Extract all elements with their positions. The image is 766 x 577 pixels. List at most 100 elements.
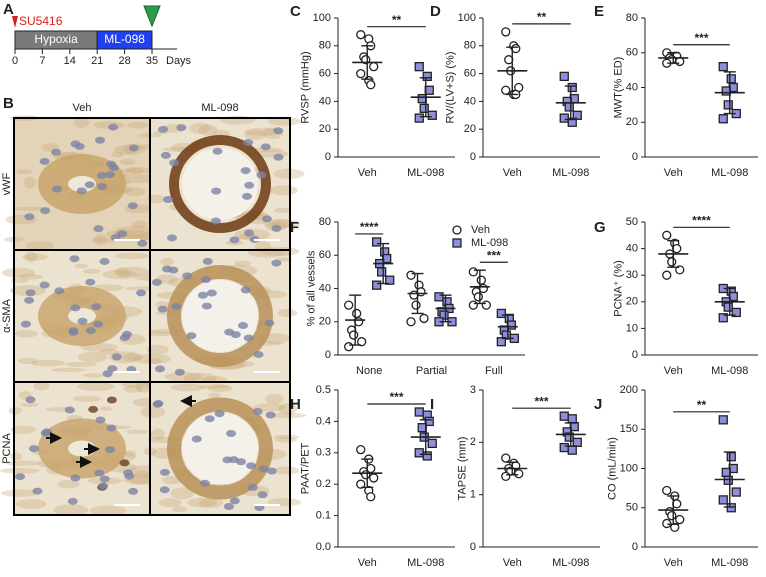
tissue-fiber: [119, 173, 156, 183]
x-tick-label: Veh: [664, 365, 683, 377]
nucleus: [271, 259, 282, 267]
x-tick-label: ML-098: [552, 557, 589, 569]
nucleus: [223, 503, 234, 511]
data-point: [572, 110, 582, 120]
y-tick-label: 200: [620, 384, 638, 396]
data-point: [422, 71, 432, 82]
tissue-fiber: [123, 450, 136, 457]
y-tick-label: 20: [626, 296, 638, 308]
panel-letter: A: [3, 1, 14, 18]
data-point: [675, 514, 685, 525]
nucleus: [229, 236, 240, 244]
significance-label: ***: [389, 390, 403, 404]
nucleus: [84, 181, 95, 189]
nucleus: [258, 465, 269, 473]
tissue-fiber: [119, 158, 136, 166]
data-point: [372, 237, 382, 247]
nucleus: [240, 167, 251, 175]
panel-letter: C: [290, 3, 301, 20]
nucleus: [29, 445, 40, 453]
panel-letter: I: [430, 396, 434, 413]
tissue-fiber: [260, 246, 300, 257]
data-point: [411, 300, 421, 310]
nucleus: [273, 153, 284, 161]
nucleus: [137, 239, 148, 247]
tissue-fiber: [150, 428, 165, 440]
tissue-fiber: [267, 116, 301, 126]
panel-letter: D: [430, 3, 441, 20]
nucleus: [77, 317, 88, 325]
nucleus: [98, 482, 109, 490]
micrograph: [1, 250, 166, 382]
tissue-fiber: [270, 412, 307, 419]
nucleus: [273, 127, 284, 135]
nucleus: [67, 497, 78, 505]
tissue-fiber: [25, 241, 54, 251]
data-point: [356, 30, 366, 40]
nucleus: [119, 459, 130, 467]
nucleus: [157, 305, 168, 313]
day-label: 14: [64, 55, 76, 67]
data-point: [564, 102, 574, 112]
y-axis-label: CO (mL/min): [606, 437, 618, 500]
nucleus: [108, 163, 119, 171]
tissue-fiber: [25, 251, 38, 263]
vessel-wall: [167, 265, 273, 367]
nucleus: [211, 187, 222, 195]
data-point: [662, 230, 672, 240]
nucleus: [128, 144, 139, 152]
significance-label: ****: [692, 213, 711, 227]
nucleus: [99, 475, 110, 483]
nucleus: [197, 291, 208, 299]
tissue-fiber: [273, 434, 300, 440]
x-tick-label: ML-098: [407, 167, 444, 179]
tissue-fiber: [140, 406, 166, 418]
data-point: [476, 275, 486, 285]
tissue-fiber: [77, 351, 108, 363]
tissue-fiber: [146, 344, 169, 355]
y-tick-label: 0: [632, 541, 638, 553]
nucleus: [106, 396, 117, 404]
data-point: [514, 469, 524, 479]
tissue-fiber: [65, 361, 97, 367]
tissue-fiber: [207, 392, 221, 399]
tissue-fiber: [274, 466, 300, 475]
data-point: [718, 114, 728, 124]
y-tick-label: 40: [319, 282, 331, 294]
data-point: [356, 445, 366, 455]
nucleus: [51, 148, 62, 156]
nucleus: [200, 275, 211, 283]
data-point: [501, 27, 511, 37]
y-axis-label: RVSP (mmHg): [299, 51, 311, 123]
tissue-fiber: [263, 218, 294, 229]
y-tick-label: 3: [470, 384, 476, 396]
nucleus: [222, 456, 233, 464]
y-tick-label: 80: [319, 40, 331, 52]
y-tick-label: 0.0: [316, 541, 331, 553]
data-point: [501, 85, 511, 95]
nucleus: [91, 303, 102, 311]
tissue-fiber: [116, 267, 131, 278]
tissue-fiber: [198, 498, 224, 508]
day-label: 21: [91, 55, 103, 67]
tissue-fiber: [187, 497, 217, 508]
y-tick-label: 0: [325, 151, 331, 163]
nucleus: [39, 157, 50, 165]
nucleus: [202, 257, 213, 265]
nucleus: [121, 330, 132, 338]
data-point: [473, 292, 483, 302]
nucleus: [95, 416, 106, 424]
panel-letter: E: [594, 3, 604, 20]
tissue-fiber: [264, 393, 284, 405]
x-tick-label: ML-098: [711, 557, 748, 569]
row-label: α-SMA: [1, 298, 13, 333]
tissue-fiber: [33, 382, 50, 391]
data-point: [718, 313, 728, 323]
day-label: 0: [12, 55, 18, 67]
data-point: [344, 342, 354, 352]
data-point: [356, 68, 366, 79]
nucleus: [54, 287, 65, 295]
nucleus: [162, 265, 173, 273]
tissue-fiber: [89, 505, 127, 516]
